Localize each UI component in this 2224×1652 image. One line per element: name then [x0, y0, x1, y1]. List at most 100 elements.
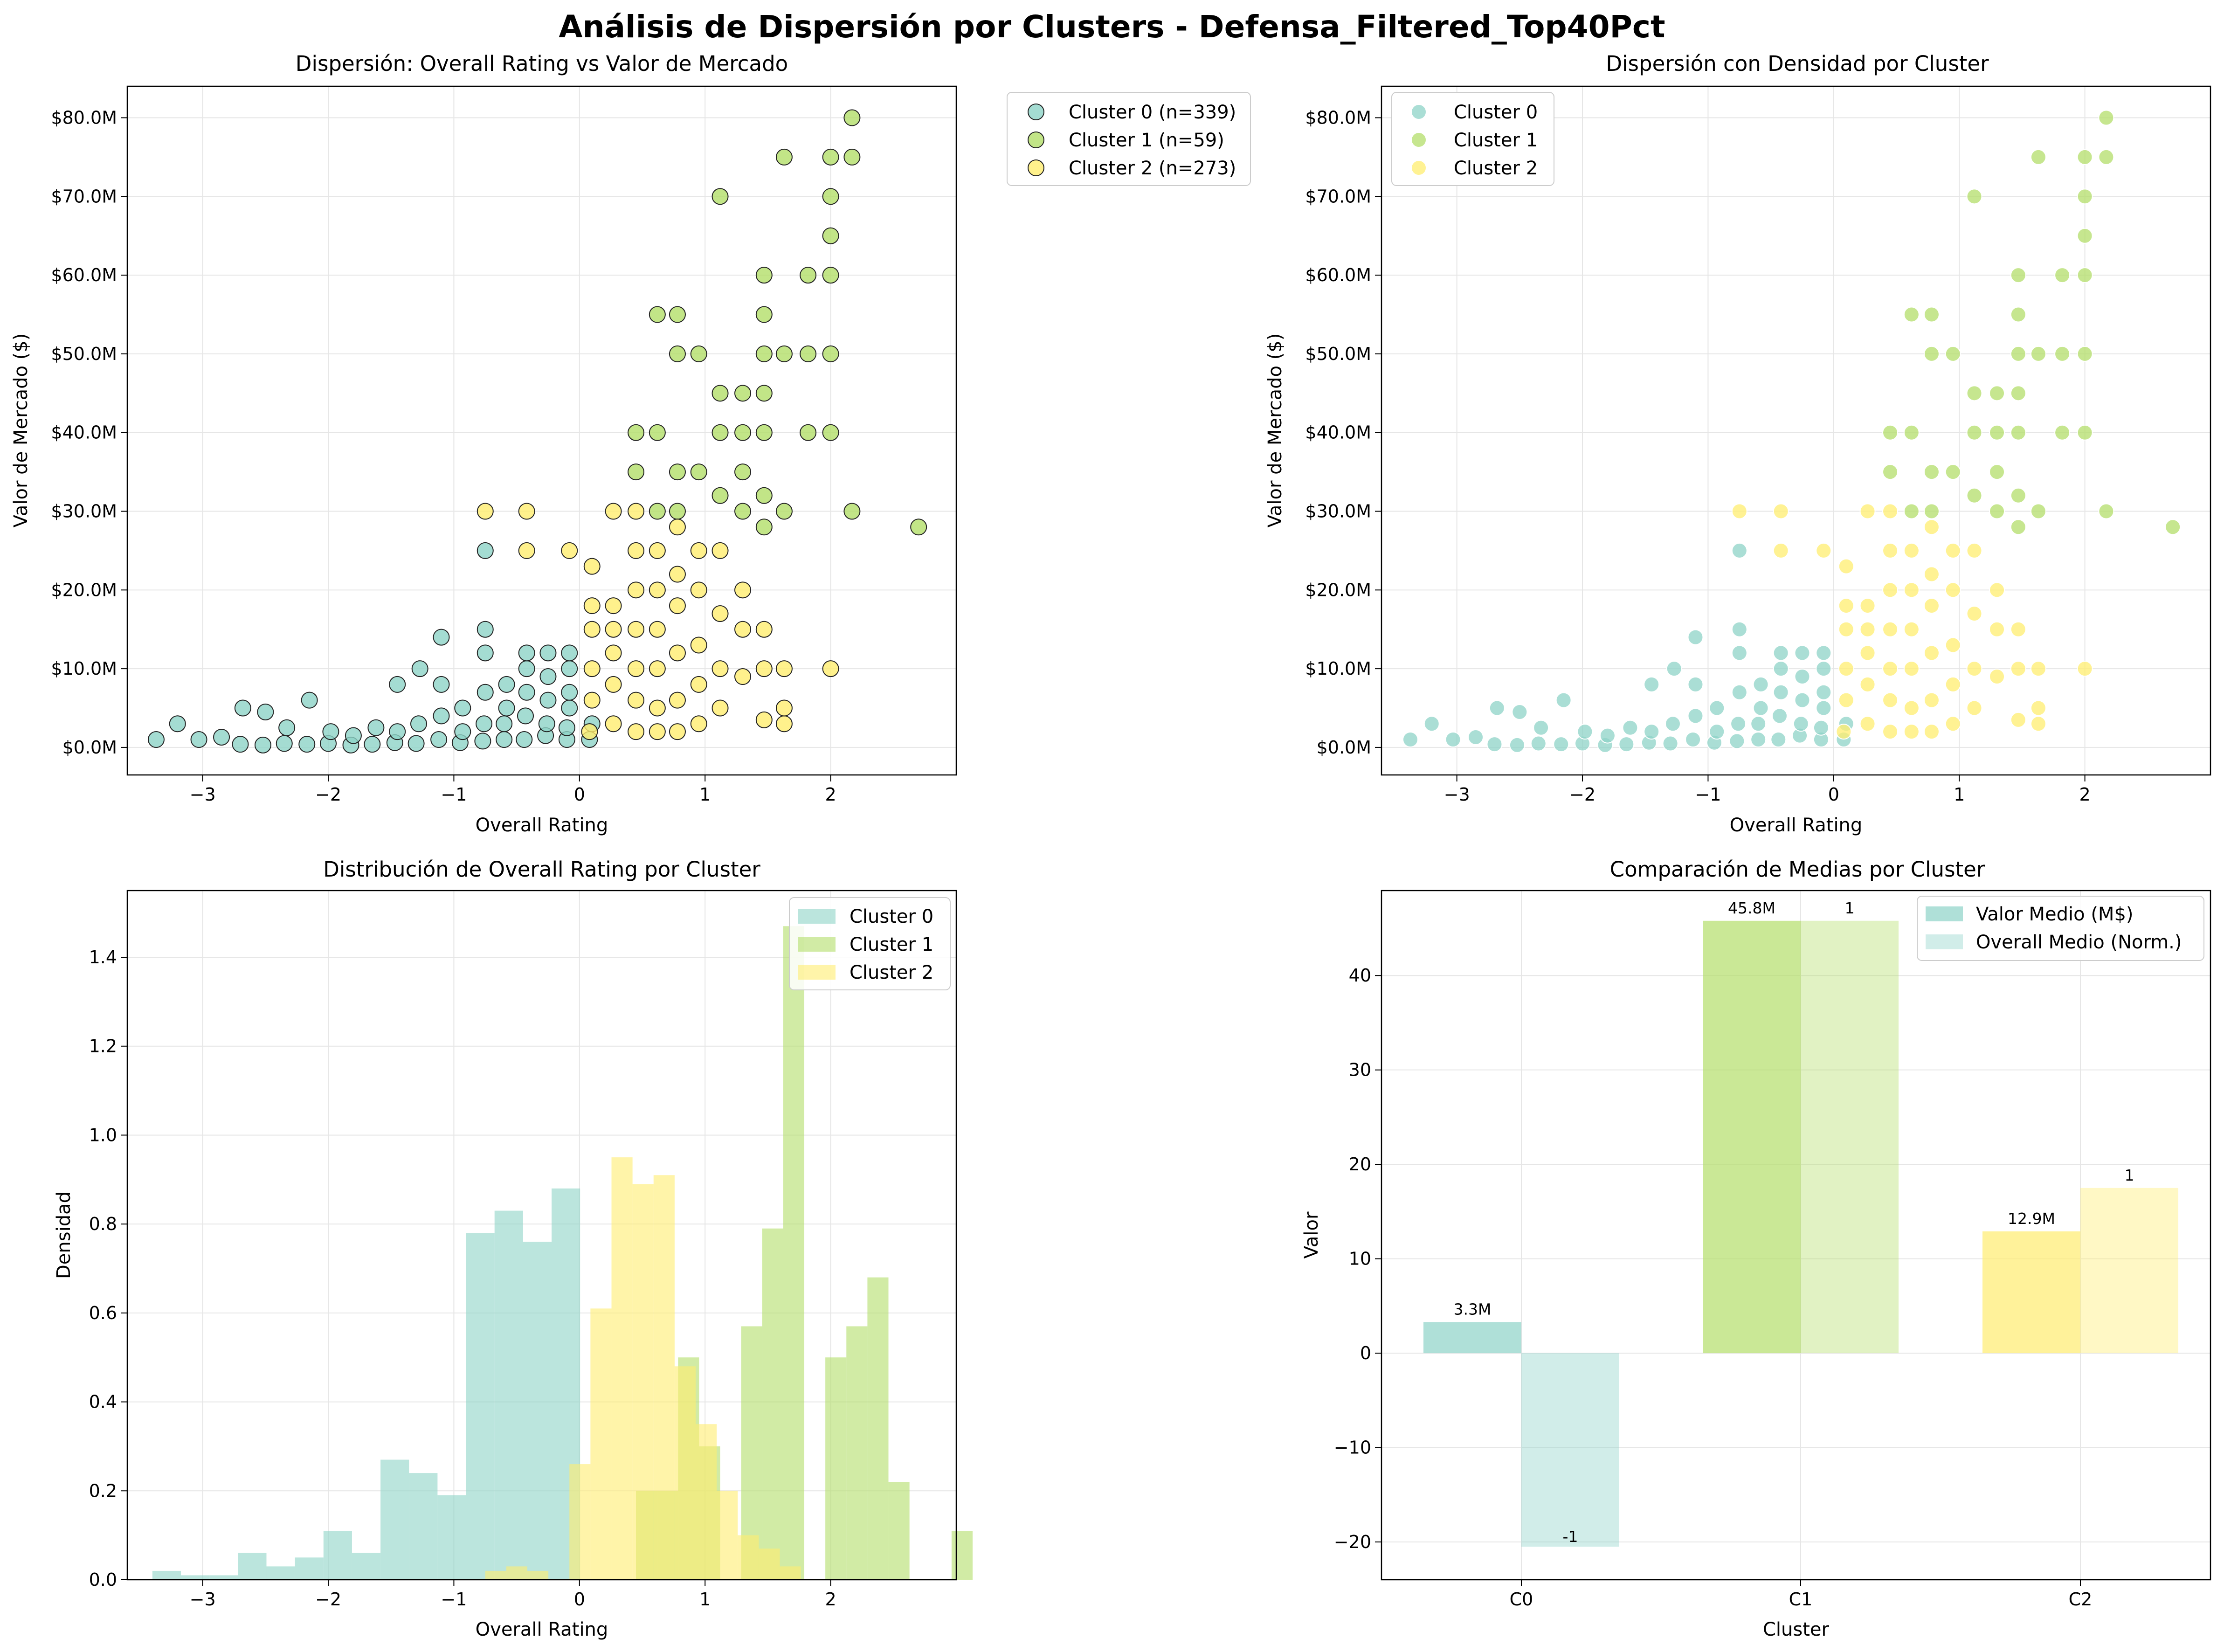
y-tick-label: −10 — [1334, 1438, 1371, 1458]
data-point-cluster-2 — [649, 723, 666, 740]
scatter-legend: Cluster 0 (n=339) Cluster 1 (n=59) Cluster… — [1007, 92, 1251, 186]
means-legend: Valor Medio (M$) Overall Medio (Norm.) — [1917, 896, 2204, 961]
histogram-ylabel: Densidad — [53, 1191, 75, 1279]
data-point-cluster-0 — [1709, 724, 1725, 740]
data-point-cluster-0 — [1750, 732, 1767, 748]
data-point-cluster-2 — [1945, 676, 1961, 692]
mean-bar-label: -1 — [1563, 1528, 1578, 1546]
data-point-cluster-2 — [1989, 669, 2005, 684]
data-point-cluster-0 — [1445, 732, 1461, 748]
data-point-cluster-0 — [1665, 716, 1681, 732]
histogram-bar-cluster-2 — [759, 1548, 780, 1580]
data-point-cluster-1 — [1966, 385, 1982, 401]
data-point-cluster-2 — [1989, 621, 2005, 637]
data-point-cluster-2 — [1882, 661, 1899, 677]
data-point-cluster-0 — [1773, 645, 1789, 661]
data-point-cluster-1 — [1966, 188, 1982, 205]
data-point-cluster-2 — [477, 503, 494, 520]
data-point-cluster-2 — [649, 699, 666, 717]
data-point-cluster-0 — [1644, 724, 1660, 740]
data-point-cluster-2 — [690, 715, 707, 733]
data-point-cluster-2 — [628, 581, 645, 599]
data-point-cluster-1 — [2077, 267, 2093, 283]
data-point-cluster-0 — [1770, 732, 1787, 748]
histogram-bar-cluster-1 — [825, 1357, 847, 1580]
data-point-cluster-0 — [498, 699, 515, 717]
data-point-cluster-2 — [1838, 692, 1854, 708]
data-point-cluster-2 — [775, 660, 793, 677]
data-point-cluster-2 — [605, 503, 622, 520]
data-point-cluster-0 — [1530, 735, 1547, 752]
x-tick-label: 2 — [2079, 784, 2091, 805]
data-point-cluster-1 — [1989, 424, 2005, 441]
legend-label: Overall Medio (Norm.) — [1976, 932, 2182, 953]
data-point-cluster-0 — [1599, 727, 1616, 744]
y-tick-label: 1.4 — [89, 947, 117, 968]
scatter-density-title: Dispersión con Densidad por Cluster — [1606, 51, 1989, 76]
legend-marker — [1028, 131, 1044, 148]
data-point-cluster-0 — [477, 542, 494, 559]
data-point-cluster-0 — [345, 727, 362, 744]
x-tick-label: −2 — [1569, 784, 1595, 805]
data-point-cluster-0 — [389, 723, 406, 740]
data-point-cluster-1 — [822, 267, 839, 284]
data-point-cluster-0 — [518, 660, 535, 677]
data-point-cluster-2 — [1882, 692, 1899, 708]
mean-bar-series-1 — [1521, 1353, 1619, 1547]
data-point-cluster-0 — [474, 733, 491, 750]
legend-box — [1007, 92, 1251, 186]
data-point-cluster-2 — [1903, 582, 1920, 598]
mean-bar-label: 3.3M — [1454, 1300, 1492, 1318]
data-point-cluster-1 — [2098, 110, 2114, 126]
scatter-density-ticks: −3 −2 −1 0 1 2 $0.0M $10.0M $20.0M $30.0M $40.0M $5… — [1305, 108, 2090, 805]
histogram-bar-cluster-1 — [762, 1228, 783, 1580]
data-point-cluster-0 — [1687, 708, 1704, 724]
data-point-cluster-1 — [822, 188, 839, 205]
data-point-cluster-0 — [234, 699, 251, 717]
data-point-cluster-2 — [628, 621, 645, 638]
data-point-cluster-0 — [476, 715, 493, 733]
histogram-bar-cluster-2 — [632, 1184, 654, 1580]
histogram-bars — [152, 926, 973, 1580]
mean-bar-series-1 — [1801, 920, 1899, 1354]
data-point-cluster-1 — [822, 345, 839, 362]
legend-label: Cluster 1 — [850, 934, 933, 955]
legend-label: Cluster 0 — [850, 906, 933, 927]
data-point-cluster-0 — [1773, 684, 1789, 700]
data-point-cluster-2 — [690, 636, 707, 654]
x-tick-label: C0 — [1510, 1589, 1533, 1610]
data-point-cluster-2 — [669, 644, 686, 662]
scatter-ticks: −3 −2 −1 0 1 2 $0.0M $10.0M $20.0M $30.0M $40.0M $5… — [51, 108, 836, 805]
data-point-cluster-0 — [1794, 645, 1810, 661]
histogram-bar-cluster-0 — [409, 1473, 438, 1580]
data-point-cluster-1 — [1966, 424, 1982, 441]
data-point-cluster-0 — [1402, 732, 1418, 748]
data-point-cluster-0 — [1816, 700, 1832, 716]
data-point-cluster-2 — [669, 518, 686, 536]
histogram-bar-cluster-0 — [266, 1566, 295, 1580]
legend-marker — [1028, 104, 1044, 120]
legend-swatch — [798, 937, 836, 952]
data-point-cluster-1 — [800, 267, 817, 284]
data-point-cluster-0 — [1731, 621, 1747, 637]
data-point-cluster-0 — [1618, 736, 1635, 753]
x-tick-label: 0 — [1828, 784, 1839, 805]
data-point-cluster-0 — [561, 660, 578, 677]
y-tick-label: 0 — [1360, 1343, 1371, 1363]
data-point-cluster-1 — [2098, 503, 2114, 519]
data-point-cluster-0 — [408, 735, 425, 752]
data-point-cluster-2 — [711, 660, 729, 677]
figure-title: Análisis de Dispersión por Clusters - De… — [559, 9, 1665, 45]
data-point-cluster-0 — [1486, 736, 1503, 753]
legend-label: Cluster 1 (n=59) — [1069, 130, 1224, 151]
y-tick-label: $70.0M — [1305, 186, 1371, 207]
y-tick-label: $50.0M — [1305, 344, 1371, 364]
data-point-cluster-0 — [433, 676, 450, 693]
legend-label: Cluster 1 — [1454, 130, 1538, 151]
data-point-cluster-1 — [690, 463, 707, 481]
data-point-cluster-2 — [1859, 676, 1876, 692]
data-point-cluster-2 — [1966, 542, 1982, 559]
data-point-cluster-2 — [690, 542, 707, 559]
data-point-cluster-1 — [1882, 424, 1899, 441]
data-point-cluster-2 — [1903, 700, 1920, 716]
